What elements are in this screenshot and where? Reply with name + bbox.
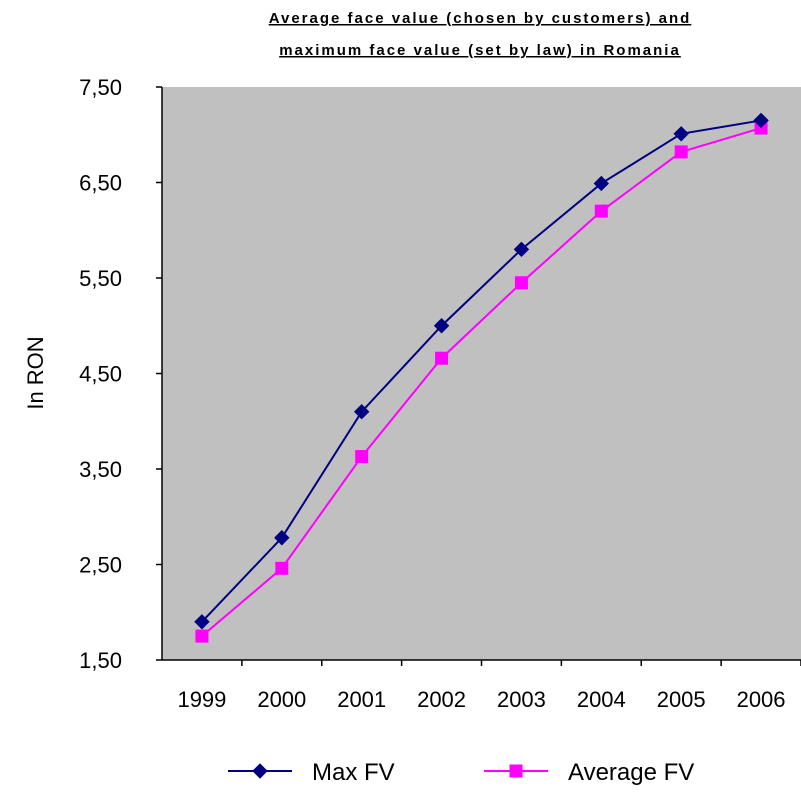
x-axis: 1999 2000 2001 2002 2003 2004 2005 2006 [162,659,801,712]
x-tick-label: 1999 [177,687,226,712]
y-tick-label: 7,50 [79,75,122,100]
data-point-average-fv [514,276,528,290]
y-tick-label: 6,50 [79,171,122,196]
legend-label: Average FV [568,759,694,786]
data-point-average-fv [195,629,209,643]
y-axis-title: In RON [23,336,48,409]
data-point-max-fv [673,126,689,142]
y-tick-label: 3,50 [79,457,122,482]
series-max-fv-line [201,119,762,623]
legend-item-average-fv: Average FV [484,759,694,786]
y-tick-label: 1,50 [79,648,122,673]
series-average-fv-line [201,127,762,637]
series-layer [194,112,769,643]
data-point-max-fv [753,112,769,129]
data-point-average-fv [355,450,369,464]
legend-marker [252,763,268,779]
series-max-fv [194,112,769,630]
x-tick-label: 2006 [737,687,786,712]
data-point-max-fv [593,175,610,192]
data-point-max-fv [513,241,530,258]
legend-item-max-fv: Max FV [228,759,395,786]
data-point-max-fv [274,530,290,546]
data-point-average-fv [275,561,289,575]
legend-label: Max FV [312,759,395,786]
x-tick-label: 2004 [577,687,626,712]
plot-area [162,87,801,660]
x-tick-label: 2000 [257,687,306,712]
y-tick-label: 2,50 [79,553,122,578]
data-point-max-fv [353,403,370,420]
legend: Max FV Average FV [228,759,694,786]
data-point-max-fv [194,614,210,630]
data-point-average-fv [435,351,449,365]
legend-marker [509,764,523,778]
y-tick-label: 4,50 [79,362,122,387]
x-tick-label: 2005 [657,687,706,712]
y-tick-label: 5,50 [79,266,122,291]
y-axis: 1,50 2,50 3,50 4,50 5,50 6,50 7,50 [79,75,163,673]
chart-title-line-1: Average face value (chosen by customers)… [269,10,692,27]
chart-title-line-2: maximum face value (set by law) in Roman… [279,42,681,59]
data-point-average-fv [674,145,688,159]
x-tick-label: 2003 [497,687,546,712]
data-point-average-fv [594,204,608,218]
data-point-max-fv [433,318,450,334]
x-tick-label: 2002 [417,687,466,712]
x-tick-label: 2001 [337,687,386,712]
